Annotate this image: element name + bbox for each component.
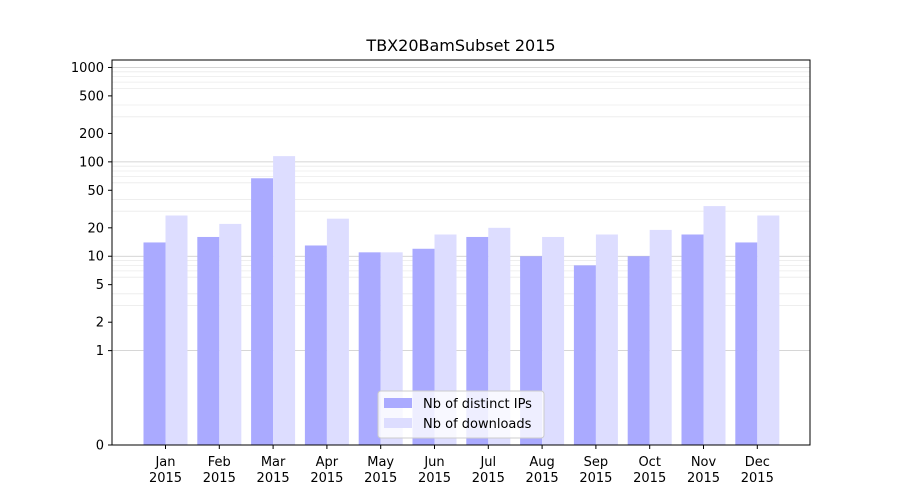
bar-distinct-ips bbox=[627, 256, 650, 445]
plot-frame bbox=[111, 59, 811, 446]
y-tick-label: 1000 bbox=[71, 61, 104, 76]
y-tick-label: 10 bbox=[87, 250, 104, 265]
bar-downloads bbox=[649, 229, 672, 445]
x-tick-label-year: 2015 bbox=[526, 471, 559, 486]
x-tick-label-year: 2015 bbox=[741, 471, 774, 486]
bar-downloads bbox=[326, 218, 349, 445]
y-tick-label: 2 bbox=[96, 316, 104, 331]
y-tick-label: 200 bbox=[79, 127, 104, 142]
x-tick-label-month: Jan bbox=[154, 455, 175, 470]
x-tick-label-month: Aug bbox=[529, 455, 554, 470]
x-tick-label-year: 2015 bbox=[203, 471, 236, 486]
x-tick-label-year: 2015 bbox=[257, 471, 290, 486]
bar-downloads bbox=[165, 215, 188, 445]
legend-swatch bbox=[384, 398, 412, 408]
x-tick-label-year: 2015 bbox=[310, 471, 343, 486]
x-tick-label-month: Dec bbox=[745, 455, 770, 470]
x-tick-label-year: 2015 bbox=[472, 471, 505, 486]
x-tick-label-year: 2015 bbox=[418, 471, 451, 486]
bar-distinct-ips bbox=[143, 242, 166, 445]
y-axis: 0 1 2 5 10 20 50 100 200 500 1000 bbox=[71, 61, 112, 454]
x-tick-label-month: Feb bbox=[208, 455, 231, 470]
bar-downloads bbox=[542, 236, 565, 445]
x-tick-label-month: Jul bbox=[479, 455, 496, 470]
x-tick-label-year: 2015 bbox=[633, 471, 666, 486]
legend-label: Nb of distinct IPs bbox=[423, 397, 532, 412]
y-tick-label: 50 bbox=[87, 184, 104, 199]
x-tick-label-month: May bbox=[367, 455, 394, 470]
x-tick-label-year: 2015 bbox=[687, 471, 720, 486]
y-tick-label: 500 bbox=[79, 89, 104, 104]
y-tick-label: 5 bbox=[96, 278, 104, 293]
bar-downloads bbox=[595, 234, 618, 445]
bar-distinct-ips bbox=[251, 178, 274, 445]
x-tick-label-year: 2015 bbox=[364, 471, 397, 486]
bar-downloads bbox=[219, 223, 242, 445]
x-tick-label-month: Apr bbox=[316, 455, 339, 470]
bar-downloads bbox=[273, 156, 296, 446]
bar-distinct-ips bbox=[197, 236, 220, 445]
chart-title: TBX20BamSubset 2015 bbox=[365, 36, 555, 55]
x-tick-label-month: Nov bbox=[691, 455, 717, 470]
bar-distinct-ips bbox=[358, 252, 381, 445]
legend: Nb of distinct IPs Nb of downloads bbox=[377, 390, 545, 439]
x-tick-label-year: 2015 bbox=[579, 471, 612, 486]
y-tick-label: 1 bbox=[96, 344, 104, 359]
x-axis: Jan2015Feb2015Mar2015Apr2015May2015Jun20… bbox=[149, 445, 774, 486]
bar-distinct-ips bbox=[304, 245, 327, 445]
x-tick-label-month: Oct bbox=[638, 455, 660, 470]
bar-downloads bbox=[703, 206, 726, 445]
legend-label: Nb of downloads bbox=[423, 417, 532, 432]
x-tick-label-month: Mar bbox=[261, 455, 286, 470]
x-tick-label-year: 2015 bbox=[149, 471, 182, 486]
y-tick-label: 100 bbox=[79, 155, 104, 170]
bar-distinct-ips bbox=[681, 234, 704, 445]
y-tick-label: 0 bbox=[96, 439, 104, 454]
y-tick-label: 20 bbox=[87, 221, 104, 236]
bar-distinct-ips bbox=[735, 242, 758, 445]
legend-swatch bbox=[384, 418, 412, 428]
x-tick-label-month: Sep bbox=[584, 455, 609, 470]
bar-distinct-ips bbox=[573, 265, 596, 445]
bar-downloads bbox=[757, 215, 780, 445]
x-tick-label-month: Jun bbox=[423, 455, 444, 470]
legend-box bbox=[377, 390, 545, 439]
